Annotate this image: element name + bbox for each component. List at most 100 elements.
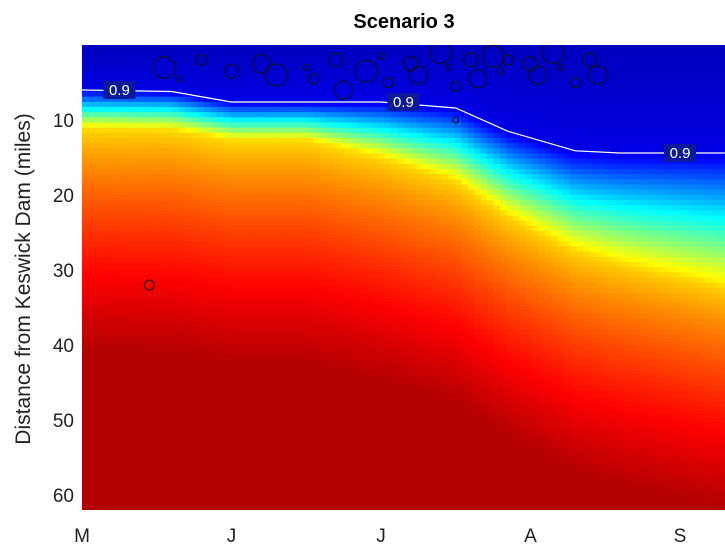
heatmap-cell xyxy=(371,453,379,459)
heatmap-cell xyxy=(236,246,244,253)
heatmap-cell xyxy=(377,163,385,170)
heatmap-cell xyxy=(146,262,154,268)
heatmap-cell xyxy=(326,339,334,346)
heatmap-cell xyxy=(345,391,353,397)
heatmap-cell xyxy=(146,442,154,449)
heatmap-cell xyxy=(127,148,135,155)
heatmap-cell xyxy=(204,179,212,186)
heatmap-cell xyxy=(307,55,315,62)
heatmap-cell xyxy=(94,246,102,253)
heatmap-cell xyxy=(268,386,276,392)
heatmap-cell xyxy=(210,194,218,201)
heatmap-cell xyxy=(307,360,315,366)
heatmap-cell xyxy=(364,174,372,180)
heatmap-cell xyxy=(332,241,340,248)
heatmap-cell xyxy=(403,349,411,356)
heatmap-cell xyxy=(165,55,173,62)
heatmap-cell xyxy=(88,65,96,72)
heatmap-cell xyxy=(307,473,315,480)
heatmap-cell xyxy=(281,117,289,124)
heatmap-cell xyxy=(133,287,141,294)
heatmap-cell xyxy=(178,324,186,330)
heatmap-cell xyxy=(429,499,437,506)
heatmap-cell xyxy=(114,210,122,217)
heatmap-cell xyxy=(88,339,96,346)
heatmap-cell xyxy=(403,479,411,485)
heatmap-cell xyxy=(319,272,327,279)
heatmap-cell xyxy=(120,246,128,253)
heatmap-cell xyxy=(262,448,270,454)
heatmap-cell xyxy=(152,246,160,253)
heatmap-cell xyxy=(332,334,340,341)
heatmap-cell xyxy=(178,298,186,304)
heatmap-cell xyxy=(435,143,443,149)
heatmap-cell xyxy=(107,205,115,211)
heatmap-cell xyxy=(120,163,128,170)
heatmap-cell xyxy=(332,484,340,490)
heatmap-cell xyxy=(146,355,154,361)
heatmap-cell xyxy=(313,76,321,82)
heatmap-cell xyxy=(364,272,372,279)
heatmap-cell xyxy=(397,494,405,501)
heatmap-cell xyxy=(229,256,237,263)
heatmap-cell xyxy=(358,65,366,72)
heatmap-cell xyxy=(409,329,417,335)
heatmap-cell xyxy=(146,463,154,470)
heatmap-cell xyxy=(101,267,109,273)
heatmap-cell xyxy=(255,262,263,268)
heatmap-cell xyxy=(159,293,167,299)
heatmap-cell xyxy=(165,179,173,186)
heatmap-cell xyxy=(262,96,270,103)
heatmap-cell xyxy=(364,112,372,118)
heatmap-cell xyxy=(172,194,180,201)
heatmap-cell xyxy=(236,339,244,346)
heatmap-cell xyxy=(422,50,430,56)
heatmap-cell xyxy=(101,318,109,325)
heatmap-cell xyxy=(204,210,212,217)
heatmap-cell xyxy=(159,396,167,403)
heatmap-cell xyxy=(184,189,192,196)
heatmap-cell xyxy=(114,401,122,408)
heatmap-cell xyxy=(281,303,289,310)
heatmap-cell xyxy=(345,220,353,227)
heatmap-cell xyxy=(281,76,289,82)
heatmap-cell xyxy=(281,437,289,444)
heatmap-cell xyxy=(268,339,276,346)
heatmap-cell xyxy=(268,360,276,366)
heatmap-cell xyxy=(178,329,186,335)
heatmap-cell xyxy=(339,391,347,397)
heatmap-cell xyxy=(307,365,315,372)
heatmap-cell xyxy=(120,256,128,263)
heatmap-cell xyxy=(165,479,173,485)
heatmap-cell xyxy=(127,184,135,191)
heatmap-cell xyxy=(191,437,199,444)
heatmap-cell xyxy=(409,138,417,144)
heatmap-cell xyxy=(191,349,199,356)
heatmap-cell xyxy=(242,458,250,465)
heatmap-cell xyxy=(107,138,115,144)
heatmap-cell xyxy=(114,262,122,268)
heatmap-cell xyxy=(204,158,212,165)
heatmap-cell xyxy=(178,138,186,144)
heatmap-cell xyxy=(358,200,366,206)
heatmap-cell xyxy=(403,205,411,211)
heatmap-cell xyxy=(268,45,276,51)
heatmap-cell xyxy=(82,112,90,118)
heatmap-cell xyxy=(358,267,366,273)
heatmap-cell xyxy=(319,256,327,263)
heatmap-cell xyxy=(352,117,360,124)
heatmap-cell xyxy=(210,127,218,134)
heatmap-cell xyxy=(217,122,225,129)
heatmap-cell xyxy=(287,318,295,325)
heatmap-cell xyxy=(268,370,276,377)
heatmap-cell xyxy=(223,411,231,418)
heatmap-cell xyxy=(332,360,340,366)
heatmap-cell xyxy=(217,194,225,201)
heatmap-cell xyxy=(223,432,231,439)
heatmap-cell xyxy=(345,489,353,496)
heatmap-cell xyxy=(114,50,122,56)
heatmap-cell xyxy=(319,499,327,506)
heatmap-cell xyxy=(345,406,353,413)
heatmap-cell xyxy=(371,256,379,263)
heatmap-cell xyxy=(307,81,315,87)
